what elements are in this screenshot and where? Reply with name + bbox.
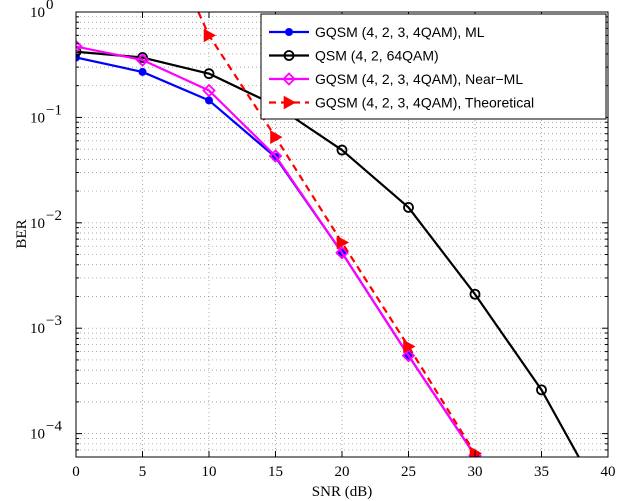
x-tick-label: 20 [335,464,350,480]
x-tick-label: 0 [72,464,80,480]
legend: GQSM (4, 2, 3, 4QAM), ML QSM (4, 2, 64QAM… [260,13,607,120]
data-point [205,96,213,105]
x-tick-label: 30 [468,464,483,480]
data-point [403,339,416,354]
x-axis-label: SNR (dB) [312,484,372,500]
legend-entry: GQSM (4, 2, 3, 4QAM), ML [269,24,485,40]
y-axis-label: BER [14,219,30,248]
legend-label: GQSM (4, 2, 3, 4QAM), Near−ML [315,71,523,87]
data-point [401,348,416,363]
y-tick-label-exponent: −1 [46,102,62,118]
y-tick-label-exponent: −2 [46,208,62,224]
series-line [197,12,476,454]
x-tick-label: 35 [534,464,549,480]
axis-ticks [75,11,609,458]
legend-marker [283,50,295,61]
data-point [76,39,83,54]
data-point [336,235,350,250]
y-tick-label-exponent: −4 [46,419,62,435]
series-line [76,50,580,457]
legend-entry: GQSM (4, 2, 3, 4QAM), Theoretical [269,95,534,111]
legend-entry: GQSM (4, 2, 3, 4QAM), Near−ML [269,71,523,87]
y-tick-label: 10 [30,110,45,126]
grid-lines [76,12,608,457]
legend-label: QSM (4, 2, 64QAM) [315,48,439,64]
data-point [203,68,215,80]
data-point [268,149,283,163]
x-tick-label: 10 [202,464,217,480]
data-point [137,52,148,63]
x-tick-label: 25 [401,464,416,480]
data-point [270,130,283,144]
data-point [135,53,150,67]
data-point [336,144,348,156]
data-point [403,202,414,213]
data-point [138,67,147,76]
x-tick-label: 5 [139,464,147,480]
series-layer [76,12,580,457]
y-tick-label-exponent: −3 [46,313,62,329]
data-point [202,83,216,98]
data-point [469,446,483,457]
legend-label: GQSM (4, 2, 3, 4QAM), ML [315,24,485,40]
data-point [469,288,481,300]
data-point [76,46,82,58]
y-tick-label: 10 [30,321,45,337]
series-line [76,45,476,457]
y-tick-label: 10 [30,5,45,21]
legend-marker [285,28,293,36]
legend-marker [283,95,297,110]
legend-marker [282,72,296,86]
x-tick-label: 40 [601,464,616,480]
legend-box [260,13,607,120]
data-point [203,28,217,43]
data-point [335,245,349,260]
x-tick-label: 15 [268,464,283,480]
y-tick-label: 10 [30,216,45,232]
y-tick-label-exponent: 0 [46,0,54,13]
y-tick-label: 10 [30,427,45,443]
data-point [536,384,547,396]
legend-entry: QSM (4, 2, 64QAM) [269,48,439,64]
series-4 [197,12,483,457]
legend-label: GQSM (4, 2, 3, 4QAM), Theoretical [315,95,534,111]
